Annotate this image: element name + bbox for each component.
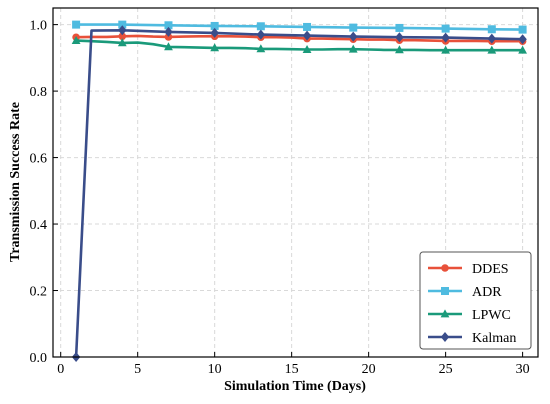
- data-point-adr: [441, 24, 450, 33]
- x-tick-label: 10: [208, 362, 222, 377]
- legend-marker-lpwc: [440, 309, 450, 318]
- data-point-lpwc: [348, 44, 358, 53]
- x-tick-label: 20: [362, 362, 376, 377]
- data-point-lpwc: [256, 44, 266, 53]
- data-point-adr: [349, 23, 358, 32]
- legend-marker-kalman: [440, 332, 450, 342]
- data-point-kalman: [487, 33, 497, 44]
- series-line-adr: [76, 23, 523, 31]
- data-point-lpwc: [518, 45, 528, 54]
- legend-label-adr: ADR: [472, 285, 502, 300]
- data-point-kalman: [164, 26, 173, 37]
- data-point-lpwc: [441, 45, 451, 54]
- data-point-lpwc: [117, 38, 127, 47]
- plot-frame: [52, 7, 539, 358]
- data-point-adr: [487, 25, 496, 34]
- series-layer: [71, 20, 528, 362]
- data-point-adr: [518, 25, 527, 34]
- x-tick-label: 25: [439, 362, 453, 377]
- data-point-lpwc: [395, 45, 404, 54]
- series-lpwc: [71, 35, 528, 54]
- data-point-kalman: [349, 31, 358, 42]
- legend-marker-adr: [441, 287, 449, 295]
- y-tick-label: 0.6: [30, 152, 48, 167]
- legend-label-kalman: Kalman: [472, 331, 516, 346]
- data-point-lpwc: [210, 43, 220, 52]
- series-kalman: [71, 25, 527, 362]
- data-point-kalman: [256, 29, 266, 40]
- data-point-kalman: [302, 30, 312, 41]
- legend-label-lpwc: LPWC: [472, 308, 511, 323]
- data-point-kalman: [210, 27, 219, 38]
- y-tick-label: 1.0: [30, 19, 48, 34]
- y-tick-label: 0.4: [30, 218, 48, 233]
- x-tick-label: 15: [285, 362, 299, 377]
- data-point-lpwc: [487, 45, 497, 54]
- data-point-adr: [256, 22, 265, 31]
- y-tick-label: 0.0: [30, 351, 48, 366]
- y-tick-label: 0.2: [30, 285, 48, 300]
- legend-marker-ddes: [441, 264, 449, 272]
- series-line-lpwc: [76, 39, 523, 52]
- y-axis-title: Transmission Success Rate: [8, 102, 23, 262]
- data-point-kalman: [395, 32, 404, 43]
- y-tick-label: 0.8: [30, 85, 48, 100]
- data-point-adr: [72, 20, 81, 29]
- series-line-kalman: [74, 28, 523, 358]
- data-point-lpwc: [71, 35, 81, 44]
- data-point-kalman: [441, 32, 450, 43]
- data-point-adr: [395, 23, 404, 32]
- data-point-kalman: [518, 34, 527, 45]
- series-adr: [72, 20, 527, 34]
- x-tick-label: 30: [516, 362, 530, 377]
- x-axis-title: Simulation Time (Days): [224, 379, 366, 394]
- data-point-lpwc: [302, 44, 312, 53]
- x-tick-label: 5: [134, 362, 141, 377]
- data-point-adr: [303, 22, 312, 31]
- data-point-lpwc: [164, 42, 173, 51]
- legend-label-ddes: DDES: [472, 262, 509, 277]
- data-point-adr: [210, 21, 219, 30]
- data-point-adr: [118, 20, 127, 29]
- data-point-ddes: [118, 32, 127, 41]
- x-tick-label: 0: [57, 362, 64, 377]
- legend-box: [419, 251, 532, 350]
- data-point-kalman: [118, 25, 127, 36]
- legend: DDES ADR LPWC Kalman: [419, 251, 532, 350]
- axis-ticks: 0 5 10 15 20 25 30 0.0 0.2 0.4 0.6 0.8 1.0: [30, 19, 530, 377]
- data-point-adr: [164, 21, 173, 30]
